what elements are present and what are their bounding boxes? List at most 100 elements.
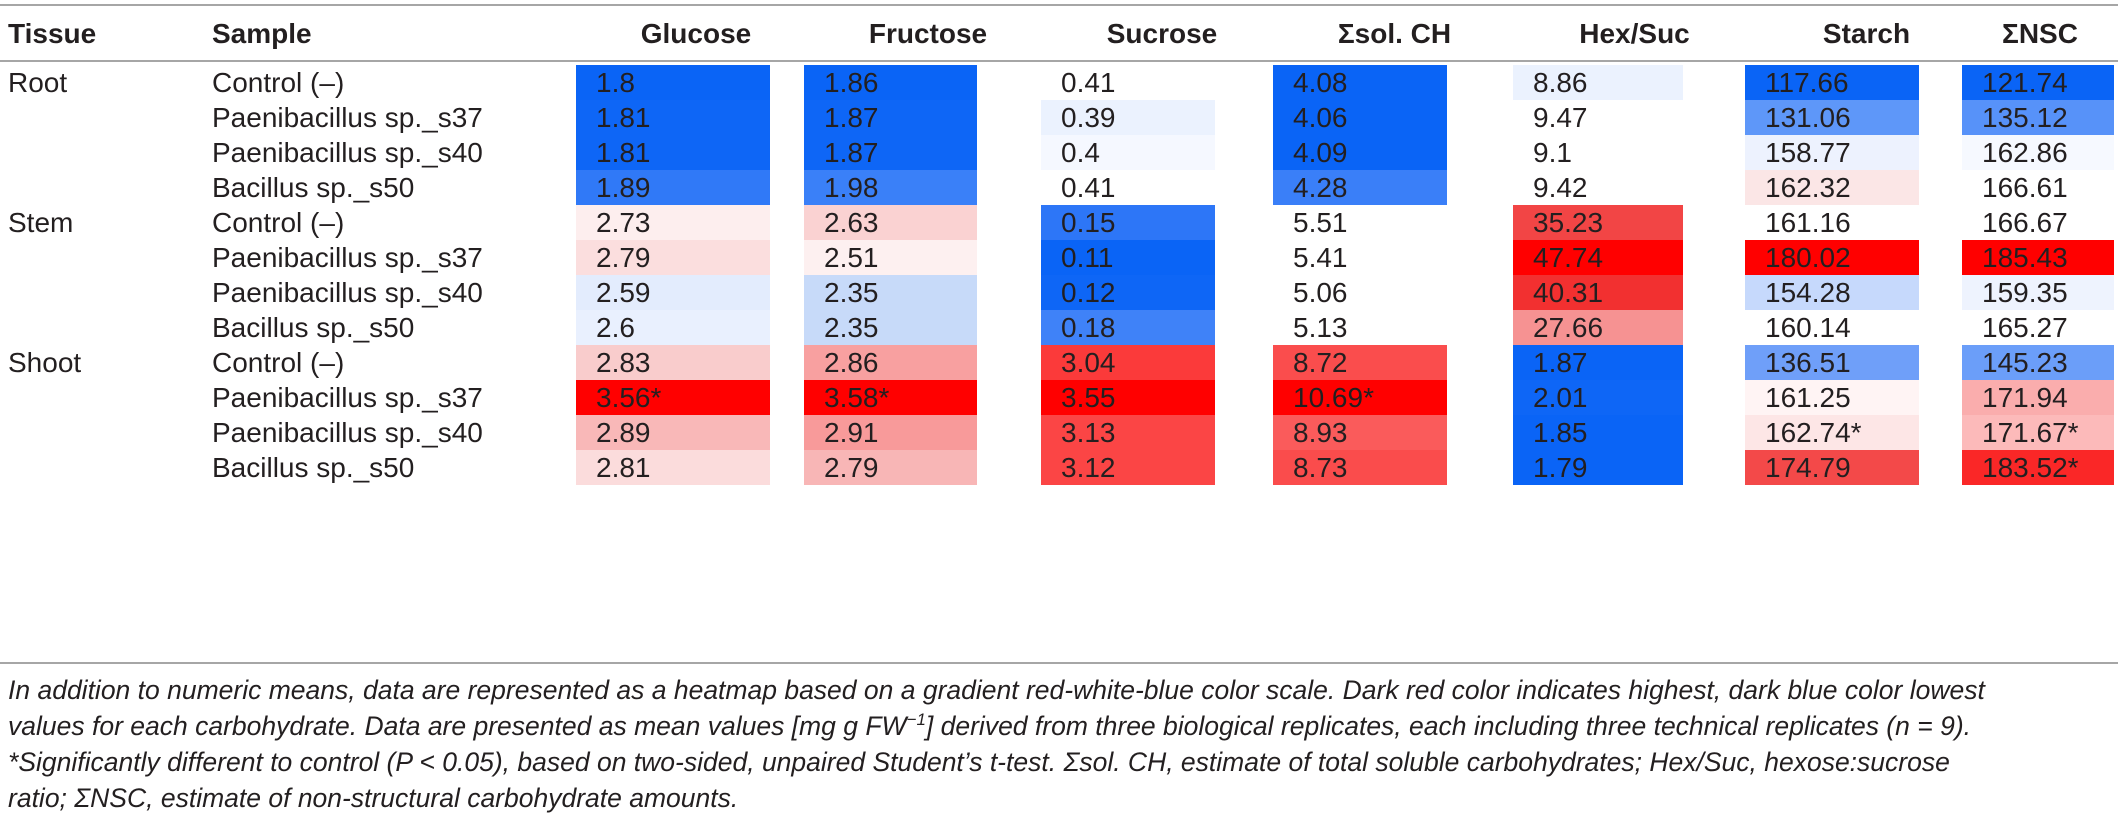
value-cell-glucose: 2.79 xyxy=(576,240,770,275)
value-cell-sucrose: 3.12 xyxy=(1041,450,1215,485)
value-cell-sol-ch: 4.06 xyxy=(1273,100,1447,135)
value-cell-sol-ch: 8.73 xyxy=(1273,450,1447,485)
top-rule xyxy=(0,4,2118,6)
header-starch: Starch xyxy=(1822,18,1911,49)
value-cell-sucrose: 3.13 xyxy=(1041,415,1215,450)
header-hex-suc: Hex/Suc xyxy=(1579,18,1690,49)
value-cell-fructose: 1.87 xyxy=(804,135,977,170)
value-cell-nsc: 162.86 xyxy=(1962,135,2114,170)
value-cell-starch: 160.14 xyxy=(1745,310,1919,345)
value-cell-glucose: 2.73 xyxy=(576,205,770,240)
header-sucrose: Sucrose xyxy=(1106,18,1218,49)
tissue-label: Stem xyxy=(8,207,74,238)
value-cell-starch: 158.77 xyxy=(1745,135,1919,170)
value-cell-sucrose: 0.15 xyxy=(1041,205,1215,240)
sample-label: Paenibacillus sp._s37 xyxy=(212,242,483,273)
value-cell-sol-ch: 5.51 xyxy=(1273,205,1447,240)
value-cell-glucose: 1.8 xyxy=(576,65,770,100)
value-cell-sucrose: 0.41 xyxy=(1041,170,1215,205)
value-cell-glucose: 2.89 xyxy=(576,415,770,450)
value-cell-hex-suc: 9.1 xyxy=(1513,135,1683,170)
value-cell-nsc: 166.67 xyxy=(1962,205,2114,240)
value-cell-hex-suc: 9.47 xyxy=(1513,100,1683,135)
value-cell-nsc: 171.94 xyxy=(1962,380,2114,415)
value-cell-starch: 161.16 xyxy=(1745,205,1919,240)
tissue-label: Shoot xyxy=(8,347,82,378)
value-cell-hex-suc: 1.79 xyxy=(1513,450,1683,485)
caption-line-2: values for each carbohydrate. Data are p… xyxy=(8,708,2110,744)
value-cell-starch: 162.32 xyxy=(1745,170,1919,205)
value-cell-glucose: 1.81 xyxy=(576,135,770,170)
sample-label: Paenibacillus sp._s37 xyxy=(212,102,483,133)
value-cell-sol-ch: 5.13 xyxy=(1273,310,1447,345)
value-cell-glucose: 2.6 xyxy=(576,310,770,345)
sample-label: Bacillus sp._s50 xyxy=(212,452,415,483)
value-cell-fructose: 3.58* xyxy=(804,380,977,415)
value-cell-fructose: 2.51 xyxy=(804,240,977,275)
value-cell-sol-ch: 4.09 xyxy=(1273,135,1447,170)
caption-line-4: ratio; ΣNSC, estimate of non-structural … xyxy=(8,783,739,813)
caption-line-1: In addition to numeric means, data are r… xyxy=(8,675,1985,705)
header-sol-ch: Σsol. CH xyxy=(1337,18,1452,49)
value-cell-hex-suc: 35.23 xyxy=(1513,205,1683,240)
sample-label: Paenibacillus sp._s40 xyxy=(212,277,483,308)
value-cell-nsc: 135.12 xyxy=(1962,100,2114,135)
value-cell-glucose: 1.89 xyxy=(576,170,770,205)
sample-label: Paenibacillus sp._s37 xyxy=(212,382,483,413)
header-glucose: Glucose xyxy=(640,18,752,49)
sample-label: Control (–) xyxy=(212,347,345,378)
value-cell-nsc: 165.27 xyxy=(1962,310,2114,345)
header-rule xyxy=(0,60,2118,62)
value-cell-fructose: 1.98 xyxy=(804,170,977,205)
value-cell-sol-ch: 8.93 xyxy=(1273,415,1447,450)
bottom-rule xyxy=(0,662,2118,664)
header-nsc: ΣNSC xyxy=(2002,18,2078,49)
table-caption: In addition to numeric means, data are r… xyxy=(8,672,2110,816)
value-cell-hex-suc: 2.01 xyxy=(1513,380,1683,415)
value-cell-sucrose: 0.39 xyxy=(1041,100,1215,135)
value-cell-hex-suc: 9.42 xyxy=(1513,170,1683,205)
value-cell-sucrose: 0.4 xyxy=(1041,135,1215,170)
value-cell-fructose: 2.91 xyxy=(804,415,977,450)
value-cell-starch: 136.51 xyxy=(1745,345,1919,380)
value-cell-glucose: 3.56* xyxy=(576,380,770,415)
value-cell-hex-suc: 8.86 xyxy=(1513,65,1683,100)
value-cell-starch: 154.28 xyxy=(1745,275,1919,310)
value-cell-sol-ch: 10.69* xyxy=(1273,380,1447,415)
value-cell-sol-ch: 5.06 xyxy=(1273,275,1447,310)
value-cell-sucrose: 0.18 xyxy=(1041,310,1215,345)
value-cell-sucrose: 0.11 xyxy=(1041,240,1215,275)
caption-line-2-pre: values for each carbohydrate. Data are p… xyxy=(8,711,907,741)
sample-label: Paenibacillus sp._s40 xyxy=(212,417,483,448)
value-cell-starch: 180.02 xyxy=(1745,240,1919,275)
caption-line-2-post: ] derived from three biological replicat… xyxy=(925,711,1971,741)
caption-line-3: *Significantly different to control (P <… xyxy=(8,747,1950,777)
sample-label: Paenibacillus sp._s40 xyxy=(212,137,483,168)
value-cell-nsc: 145.23 xyxy=(1962,345,2114,380)
sample-label: Control (–) xyxy=(212,67,345,98)
value-cell-starch: 161.25 xyxy=(1745,380,1919,415)
value-cell-nsc: 159.35 xyxy=(1962,275,2114,310)
value-cell-fructose: 2.35 xyxy=(804,310,977,345)
header-sample: Sample xyxy=(212,18,312,49)
value-cell-fructose: 1.87 xyxy=(804,100,977,135)
value-cell-fructose: 2.79 xyxy=(804,450,977,485)
value-cell-fructose: 2.63 xyxy=(804,205,977,240)
value-cell-nsc: 166.61 xyxy=(1962,170,2114,205)
value-cell-hex-suc: 40.31 xyxy=(1513,275,1683,310)
value-cell-sol-ch: 8.72 xyxy=(1273,345,1447,380)
header-fructose: Fructose xyxy=(868,18,988,49)
value-cell-sucrose: 0.41 xyxy=(1041,65,1215,100)
caption-exponent: −1 xyxy=(906,710,926,730)
value-cell-sol-ch: 4.08 xyxy=(1273,65,1447,100)
value-cell-glucose: 2.83 xyxy=(576,345,770,380)
value-cell-starch: 117.66 xyxy=(1745,65,1919,100)
value-cell-glucose: 2.59 xyxy=(576,275,770,310)
value-cell-sol-ch: 5.41 xyxy=(1273,240,1447,275)
header-tissue: Tissue xyxy=(8,18,97,49)
value-cell-nsc: 121.74 xyxy=(1962,65,2114,100)
value-cell-sucrose: 3.55 xyxy=(1041,380,1215,415)
sample-label: Control (–) xyxy=(212,207,345,238)
value-cell-sucrose: 0.12 xyxy=(1041,275,1215,310)
